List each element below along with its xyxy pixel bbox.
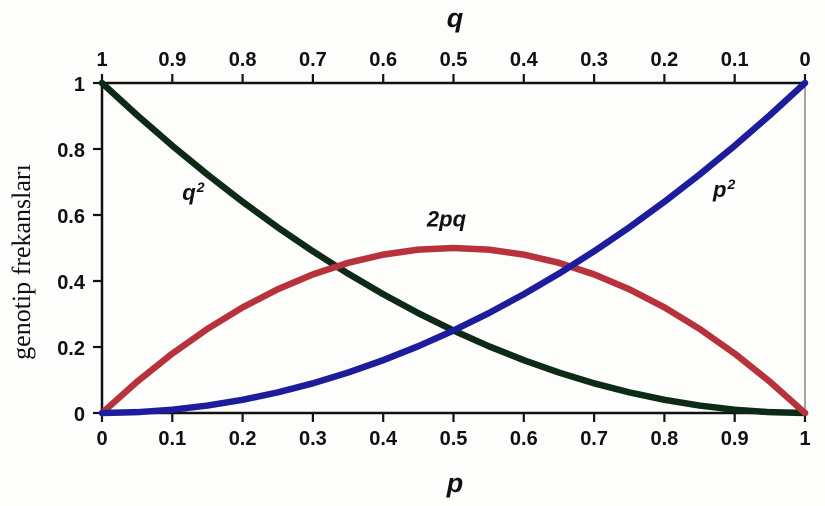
top-tick-label: 0.2 bbox=[650, 49, 678, 71]
y-tick-label: 0 bbox=[74, 404, 85, 426]
bottom-tick-label: 0.1 bbox=[158, 428, 186, 450]
top-tick-label: 0.1 bbox=[721, 49, 749, 71]
y-axis-title: genotip frekansları bbox=[7, 164, 36, 360]
top-tick-label: 0.9 bbox=[158, 49, 186, 71]
curve-label-2pq: 2pq bbox=[426, 207, 467, 232]
bottom-tick-label: 0.6 bbox=[510, 428, 538, 450]
y-tick-label: 0.6 bbox=[57, 206, 85, 228]
bottom-tick-label: 0.3 bbox=[299, 428, 327, 450]
top-tick-label: 0.7 bbox=[299, 49, 327, 71]
top-tick-label: 0.8 bbox=[229, 49, 257, 71]
bottom-tick-label: 0 bbox=[96, 428, 107, 450]
curve-2pq bbox=[98, 244, 809, 417]
top-tick-label: 0.3 bbox=[580, 49, 608, 71]
y-tick-label: 0.8 bbox=[57, 140, 85, 162]
bottom-tick-label: 1 bbox=[799, 428, 810, 450]
bottom-tick-label: 0.2 bbox=[229, 428, 257, 450]
y-tick-label: 0.2 bbox=[57, 338, 85, 360]
curve-label-superscript-p2: 2 bbox=[726, 176, 735, 192]
bottom-tick-label: 0.9 bbox=[721, 428, 749, 450]
top-tick-label: 0.5 bbox=[440, 49, 468, 71]
top-axis-ticks bbox=[100, 74, 807, 83]
top-tick-label: 0 bbox=[799, 49, 810, 71]
top-tick-label: 1 bbox=[96, 49, 107, 71]
curve-group bbox=[98, 79, 809, 417]
bottom-tick-label: 0.8 bbox=[650, 428, 678, 450]
bottom-tick-label: 0.4 bbox=[369, 428, 398, 450]
top-axis-tick-labels: 1 0.9 0.8 0.7 0.6 0.5 0.4 0.3 0.2 0.1 0 bbox=[96, 49, 810, 71]
top-tick-label: 0.6 bbox=[369, 49, 397, 71]
y-tick-label: 0.4 bbox=[57, 272, 86, 294]
y-axis-tick-labels: 0 0.2 0.4 0.6 0.8 1 bbox=[57, 74, 86, 426]
curve-label-superscript-q2: 2 bbox=[196, 179, 205, 195]
bottom-axis-title: p bbox=[446, 468, 464, 498]
top-axis-title: q bbox=[447, 3, 464, 33]
bottom-axis-ticks bbox=[100, 413, 807, 422]
top-tick-label: 0.4 bbox=[510, 49, 539, 71]
bottom-tick-label: 0.7 bbox=[580, 428, 608, 450]
y-tick-label: 1 bbox=[74, 74, 85, 96]
curve-p2 bbox=[98, 79, 809, 417]
bottom-axis-tick-labels: 0 0.1 0.2 0.3 0.4 0.5 0.6 0.7 0.8 0.9 1 bbox=[96, 428, 810, 450]
bottom-tick-label: 0.5 bbox=[440, 428, 468, 450]
